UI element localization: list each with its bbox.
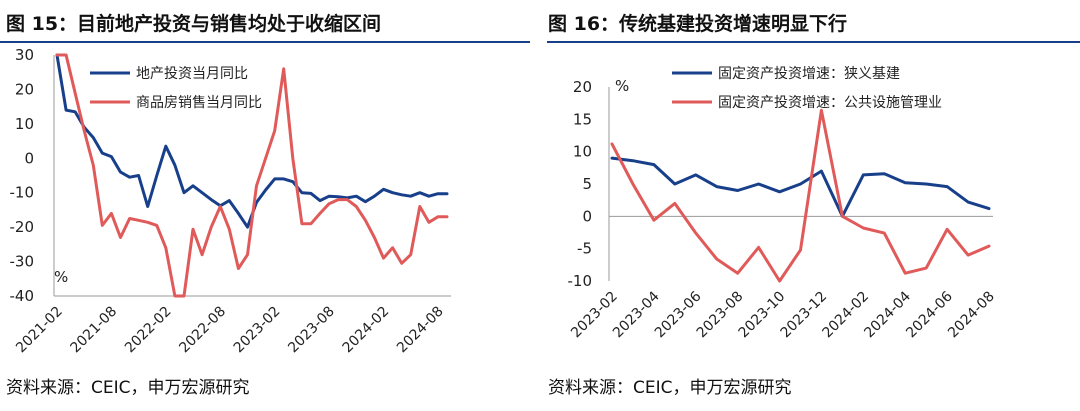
chart-15-title: 图 15：目前地产投资与销售均处于收缩区间 bbox=[6, 13, 382, 35]
chart-16-legend-label-2: 固定资产投资增速：公共设施管理业 bbox=[718, 95, 942, 111]
chart-15-ytick-label: -30 bbox=[10, 253, 35, 271]
chart-16-title: 图 16：传统基建投资增速明显下行 bbox=[548, 13, 848, 35]
chart-15-ytick-label: 30 bbox=[15, 46, 34, 64]
chart-16-series-line-1 bbox=[610, 156, 991, 218]
chart-15-ytick-label: 0 bbox=[24, 149, 34, 167]
chart-16-series-line-2 bbox=[610, 108, 991, 283]
chart-15-xtick-label: 2024-02 bbox=[340, 304, 393, 357]
chart-16-xtick-label: 2024-08 bbox=[945, 289, 998, 342]
chart-16-legend-label-1: 固定资产投资增速：狭义基建 bbox=[718, 65, 900, 82]
chart-15-xtick-label: 2023-08 bbox=[285, 304, 338, 357]
chart-16-ytick-label: 10 bbox=[573, 143, 592, 161]
chart-16-ytick-label: 0 bbox=[582, 207, 592, 225]
chart-16-ytick-label: -10 bbox=[568, 272, 593, 290]
chart-16-title-rule bbox=[547, 41, 1080, 43]
chart-15-xtick-label: 2021-02 bbox=[13, 304, 66, 357]
chart-15-series-line-2 bbox=[55, 53, 449, 298]
chart-15-xtick-label: 2024-08 bbox=[394, 304, 447, 357]
chart-15-title-rule bbox=[0, 41, 530, 43]
chart-16-ytick-label: 15 bbox=[573, 110, 592, 128]
chart-15-xtick-label: 2023-02 bbox=[231, 304, 284, 357]
chart-16-ytick-label: -5 bbox=[577, 240, 592, 258]
chart-15-ytick-label: 10 bbox=[15, 115, 34, 133]
chart-16-source: 资料来源：CEIC，申万宏源研究 bbox=[548, 378, 792, 398]
chart-15-legend-label-2: 商品房销售当月同比 bbox=[136, 95, 262, 111]
chart-15-ytick-label: -10 bbox=[10, 184, 35, 202]
chart-15-source: 资料来源：CEIC，申万宏源研究 bbox=[6, 378, 250, 398]
chart-16-ytick-label: 5 bbox=[582, 175, 592, 193]
chart-15-ytick-label: -20 bbox=[10, 218, 35, 236]
chart-15-legend-label-1: 地产投资当月同比 bbox=[136, 66, 248, 82]
chart-15-series-line-1 bbox=[55, 53, 449, 229]
chart-16-ytick-label: 20 bbox=[573, 78, 592, 96]
chart-15-xtick-label: 2021-08 bbox=[68, 304, 121, 357]
chart-15-unit-label: % bbox=[54, 268, 68, 286]
chart-16-unit-label: % bbox=[615, 77, 629, 95]
chart-15-xtick-label: 2022-08 bbox=[176, 304, 229, 357]
chart-15-ytick-label: 20 bbox=[15, 80, 34, 98]
chart-15-xtick-label: 2022-02 bbox=[122, 304, 175, 357]
chart-15-ytick-label: -40 bbox=[10, 287, 35, 305]
